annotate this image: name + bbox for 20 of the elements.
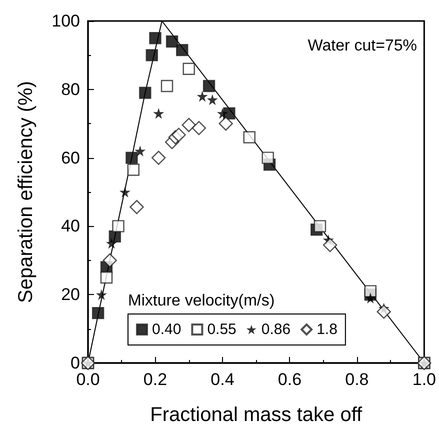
legend-label: 0.55 (207, 321, 236, 338)
x-tick-label: 0.2 (143, 370, 168, 389)
y-tick-label: 20 (61, 285, 80, 304)
x-tick-label: 0.8 (345, 370, 369, 389)
y-tick-label: 80 (61, 80, 80, 99)
y-tick-label: 0 (70, 354, 80, 372)
legend-label: 0.40 (152, 321, 182, 338)
legend-title: Mixture velocity(m/s) (128, 292, 275, 310)
x-tick-label: 0.4 (210, 370, 234, 389)
y-tick-label: 100 (52, 12, 80, 30)
annotation: Water cut=75% (308, 38, 417, 54)
x-axis-title: Fractional mass take off (150, 404, 362, 426)
y-tick-label: 60 (61, 148, 80, 168)
x-tick-label: 0.0 (76, 370, 100, 389)
y-tick-label: 40 (61, 216, 80, 236)
x-tick-label: 0.6 (278, 370, 302, 389)
x-tick-label: 1.0 (412, 370, 436, 389)
y-axis-title: Separation efficiency (%) (15, 81, 37, 303)
legend-label: 1.8 (316, 321, 338, 338)
legend-label: 0.86 (261, 321, 291, 338)
